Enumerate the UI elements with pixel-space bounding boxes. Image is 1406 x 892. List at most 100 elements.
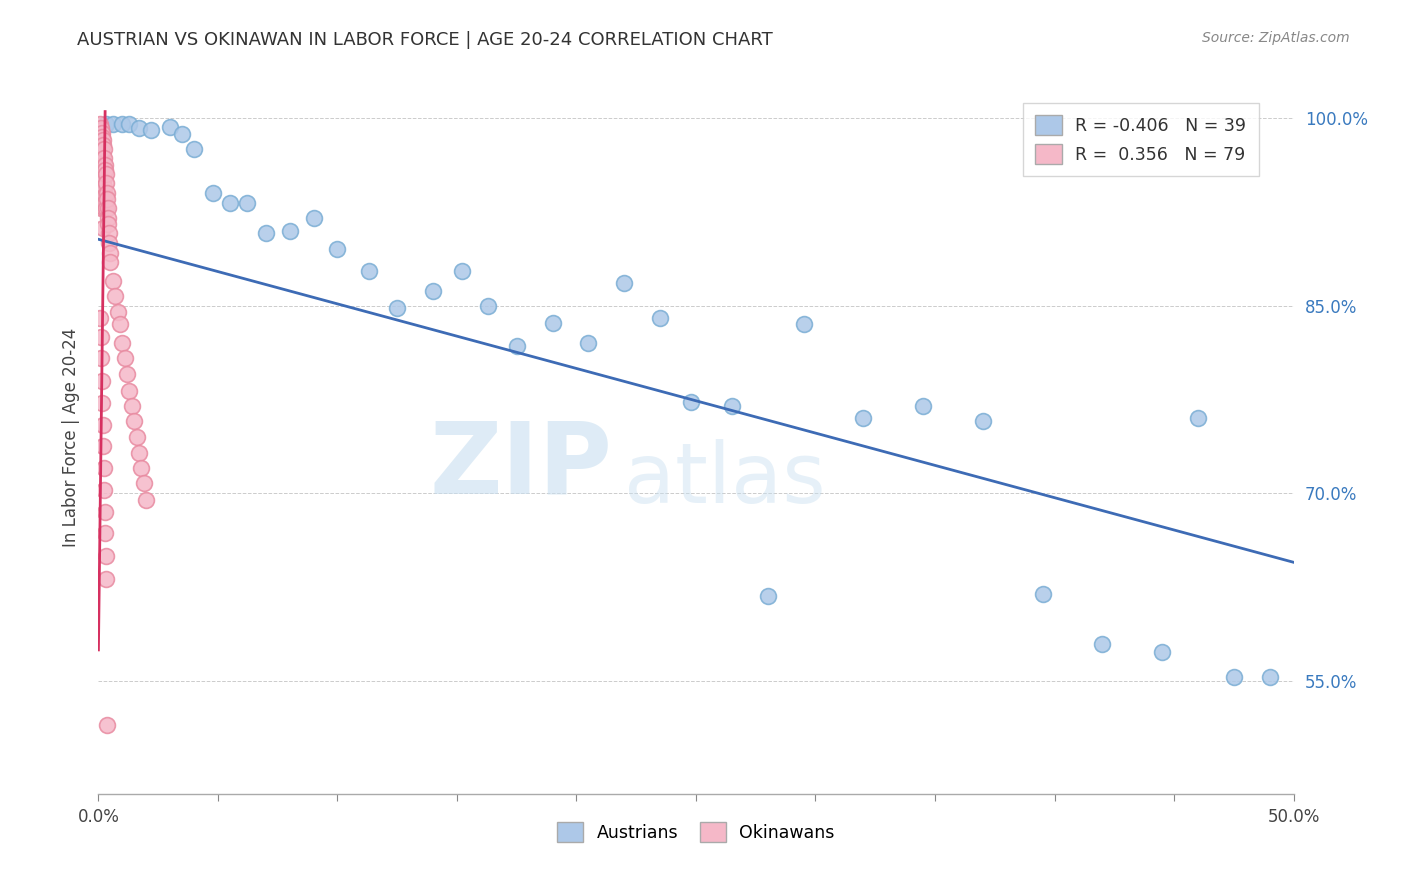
Point bbox=[90, 201, 112, 215]
Point bbox=[128, 446, 150, 460]
Point bbox=[118, 117, 141, 131]
Point bbox=[93, 188, 115, 202]
Point bbox=[115, 368, 138, 382]
Point bbox=[90, 126, 112, 140]
Point bbox=[90, 123, 112, 137]
Point bbox=[477, 299, 499, 313]
Point bbox=[94, 572, 117, 586]
Point bbox=[911, 399, 934, 413]
Point bbox=[94, 196, 117, 211]
Text: ZIP: ZIP bbox=[429, 417, 613, 514]
Point bbox=[93, 170, 115, 185]
Point bbox=[278, 223, 301, 237]
Point bbox=[107, 305, 129, 319]
Point bbox=[90, 145, 112, 160]
Point bbox=[96, 186, 118, 200]
Point bbox=[91, 417, 114, 432]
Point bbox=[90, 158, 112, 172]
Point bbox=[91, 192, 114, 206]
Point bbox=[93, 179, 115, 194]
Point bbox=[114, 351, 136, 366]
Point bbox=[450, 263, 472, 277]
Point bbox=[172, 127, 194, 141]
Point bbox=[94, 201, 117, 215]
Point bbox=[506, 339, 529, 353]
Point bbox=[111, 336, 134, 351]
Point bbox=[90, 138, 112, 153]
Point bbox=[90, 330, 112, 344]
Point bbox=[93, 461, 115, 475]
Legend: Austrians, Okinawans: Austrians, Okinawans bbox=[550, 815, 842, 849]
Point bbox=[90, 173, 112, 187]
Point bbox=[90, 138, 112, 153]
Point bbox=[98, 235, 121, 250]
Point bbox=[94, 163, 117, 178]
Point bbox=[541, 316, 564, 330]
Point bbox=[159, 120, 181, 134]
Point bbox=[91, 439, 114, 453]
Point bbox=[101, 274, 124, 288]
Point bbox=[121, 399, 143, 413]
Point bbox=[93, 151, 115, 165]
Point bbox=[91, 173, 114, 187]
Text: Source: ZipAtlas.com: Source: ZipAtlas.com bbox=[1202, 31, 1350, 45]
Point bbox=[1032, 586, 1054, 600]
Point bbox=[91, 198, 114, 212]
Point bbox=[90, 374, 112, 388]
Text: atlas: atlas bbox=[624, 440, 825, 520]
Point bbox=[90, 120, 112, 135]
Point bbox=[89, 129, 111, 144]
Point bbox=[91, 221, 114, 235]
Point bbox=[235, 196, 257, 211]
Point bbox=[422, 284, 444, 298]
Point bbox=[89, 158, 111, 172]
Point bbox=[89, 117, 111, 131]
Point bbox=[1091, 637, 1114, 651]
Point bbox=[90, 154, 112, 169]
Point bbox=[93, 483, 115, 497]
Point bbox=[578, 336, 600, 351]
Point bbox=[93, 158, 115, 172]
Point bbox=[104, 288, 127, 302]
Point bbox=[357, 263, 380, 277]
Point bbox=[118, 384, 141, 398]
Point bbox=[139, 123, 162, 137]
Point bbox=[131, 461, 153, 475]
Point bbox=[94, 176, 117, 190]
Point bbox=[93, 505, 115, 519]
Point bbox=[721, 399, 744, 413]
Point bbox=[90, 351, 112, 366]
Point bbox=[97, 226, 120, 240]
Point bbox=[91, 138, 114, 153]
Point bbox=[97, 211, 120, 225]
Point bbox=[97, 217, 120, 231]
Point bbox=[132, 476, 155, 491]
Point bbox=[91, 133, 114, 147]
Point bbox=[1223, 670, 1246, 684]
Point bbox=[254, 226, 277, 240]
Point bbox=[94, 526, 117, 541]
Point bbox=[91, 158, 114, 172]
Point bbox=[756, 589, 779, 603]
Point bbox=[93, 201, 115, 215]
Point bbox=[613, 276, 636, 290]
Point bbox=[93, 142, 115, 156]
Point bbox=[94, 549, 117, 563]
Point bbox=[972, 414, 994, 428]
Point bbox=[90, 167, 112, 181]
Point bbox=[302, 211, 325, 225]
Point bbox=[91, 151, 114, 165]
Point bbox=[89, 142, 111, 156]
Point bbox=[90, 192, 112, 206]
Point bbox=[90, 192, 112, 206]
Point bbox=[90, 179, 112, 194]
Point bbox=[91, 129, 114, 144]
Point bbox=[202, 186, 225, 200]
Point bbox=[98, 255, 122, 269]
Point bbox=[326, 242, 349, 256]
Point bbox=[101, 117, 124, 131]
Point bbox=[125, 430, 148, 444]
Point bbox=[91, 396, 114, 410]
Text: AUSTRIAN VS OKINAWAN IN LABOR FORCE | AGE 20-24 CORRELATION CHART: AUSTRIAN VS OKINAWAN IN LABOR FORCE | AG… bbox=[77, 31, 773, 49]
Point bbox=[1187, 411, 1209, 425]
